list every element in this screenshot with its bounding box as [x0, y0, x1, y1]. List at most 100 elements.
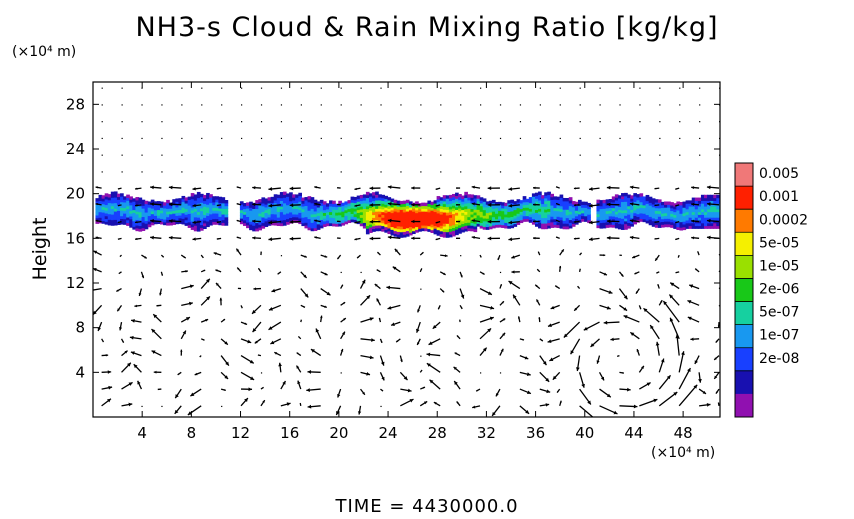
field-cell — [101, 220, 106, 224]
field-cell — [289, 206, 293, 210]
wind-vector-head — [202, 256, 204, 258]
field-cell — [187, 216, 192, 220]
wind-vector-head — [681, 351, 685, 356]
field-cell — [498, 221, 502, 225]
field-cell — [482, 201, 487, 205]
wind-vector — [579, 171, 581, 173]
field-cell — [458, 202, 462, 206]
field-cell — [107, 222, 112, 226]
wind-vector-head — [369, 355, 374, 360]
field-cell — [402, 228, 407, 232]
field-cell — [163, 216, 167, 220]
field-cell — [547, 211, 551, 215]
field-cell — [249, 218, 253, 222]
field-cell — [473, 228, 478, 233]
field-cell — [172, 201, 176, 206]
wind-vector — [499, 137, 502, 140]
field-cell — [129, 201, 133, 206]
field-cell — [667, 218, 671, 222]
wind-vector-head — [224, 341, 228, 345]
field-cell — [599, 202, 604, 207]
wind-vector-head — [138, 292, 142, 296]
wind-vector-head — [513, 294, 517, 299]
wind-vector-head — [723, 284, 726, 287]
wind-vector — [639, 87, 641, 89]
field-cell — [445, 212, 450, 216]
field-cell — [362, 205, 367, 209]
field-cell — [654, 221, 659, 225]
field-cell — [110, 200, 115, 204]
field-cell — [495, 201, 499, 206]
field-cell — [156, 217, 161, 222]
wind-vector-head — [188, 301, 193, 306]
field-cell — [544, 211, 548, 216]
field-cell — [332, 209, 336, 213]
field-cell — [565, 203, 570, 207]
field-cell — [448, 214, 453, 218]
field-cell — [424, 216, 428, 221]
field-cell — [101, 214, 106, 219]
wind-vector-head — [660, 300, 663, 303]
field-cell — [104, 221, 109, 225]
field-cell — [531, 204, 536, 208]
field-cell — [617, 220, 622, 224]
wind-vector-head — [673, 392, 678, 396]
field-cell — [381, 211, 385, 215]
field-cell — [132, 226, 137, 230]
field-cell — [402, 225, 407, 230]
field-cell — [495, 224, 499, 228]
field-cell — [581, 207, 585, 211]
field-cell — [470, 202, 475, 207]
field-cell — [141, 202, 146, 206]
wind-vector-head — [654, 221, 657, 223]
wind-vector-head — [236, 236, 239, 239]
field-cell — [221, 216, 226, 221]
field-cell — [332, 203, 336, 207]
wind-vector-head — [180, 349, 183, 352]
wind-vector-head — [610, 337, 614, 342]
wind-vector-head — [168, 235, 173, 240]
field-cell — [522, 196, 527, 200]
field-cell — [120, 215, 124, 220]
field-cell — [418, 225, 422, 229]
field-cell — [627, 200, 631, 204]
field-cell — [507, 200, 511, 204]
wind-vector-head — [340, 348, 344, 352]
field-cell — [679, 210, 684, 214]
field-cell — [464, 205, 468, 210]
field-cell — [249, 221, 253, 225]
field-cell — [135, 222, 140, 226]
field-cell — [485, 212, 490, 216]
field-cell — [261, 214, 266, 218]
wind-vector-head — [487, 203, 492, 207]
field-cell — [617, 209, 622, 213]
wind-vector-head — [482, 272, 485, 275]
field-cell — [716, 197, 720, 201]
wind-vector-head — [460, 307, 463, 309]
field-cell — [141, 224, 146, 229]
field-cell — [448, 228, 453, 232]
wind-vector — [260, 372, 263, 374]
wind-vector — [400, 87, 402, 89]
wind-vector-head — [274, 352, 278, 355]
field-cell — [362, 213, 367, 218]
field-cell — [556, 205, 561, 209]
wind-vector-head — [93, 268, 97, 272]
field-cell — [673, 214, 677, 218]
field-cell — [482, 226, 487, 230]
field-cell — [279, 197, 284, 202]
wind-vector — [420, 154, 422, 156]
field-cell — [458, 207, 462, 212]
field-cell — [147, 201, 152, 205]
wind-vector-head — [606, 306, 611, 310]
field-cell — [169, 222, 173, 226]
wind-vector-head — [254, 340, 258, 344]
field-cell — [648, 205, 653, 209]
field-cell — [559, 205, 564, 210]
field-cell — [322, 201, 327, 205]
field-cell — [578, 213, 582, 218]
field-cell — [316, 226, 321, 230]
field-cell — [369, 193, 373, 197]
field-cell — [534, 220, 539, 224]
field-cell — [301, 197, 306, 201]
